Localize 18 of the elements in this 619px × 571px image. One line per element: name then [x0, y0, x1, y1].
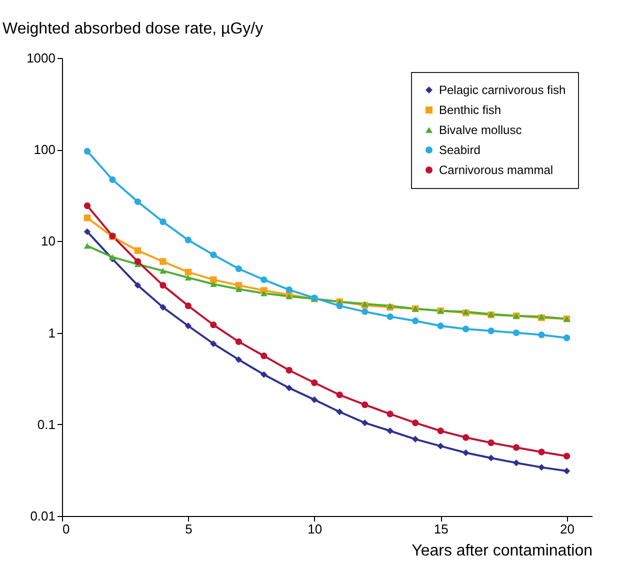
legend-label: Pelagic carnivorous fish: [439, 83, 566, 97]
legend-label: Carnivorous mammal: [439, 163, 554, 177]
y-tick-label: 10: [41, 234, 56, 249]
x-tick-label: 5: [185, 522, 192, 536]
x-tick-label: 0: [62, 522, 70, 536]
x-axis-title: Years after contamination: [412, 542, 592, 560]
y-tick-label: 0.01: [30, 508, 56, 524]
x-tick-label: 15: [434, 522, 448, 536]
y-tick-label: 1: [48, 325, 56, 340]
y-tick-label: 0.1: [37, 416, 56, 432]
y-axis-title: Weighted absorbed dose rate, µGy/y: [2, 20, 264, 38]
x-tick-label: 20: [560, 522, 574, 536]
legend-label: Benthic fish: [439, 103, 502, 117]
y-tick-label: 100: [34, 142, 56, 158]
legend-label: Bivalve mollusc: [439, 123, 522, 137]
y-tick-label: 1000: [26, 50, 56, 66]
legend-label: Seabird: [439, 143, 480, 157]
x-tick-label: 10: [308, 522, 322, 536]
